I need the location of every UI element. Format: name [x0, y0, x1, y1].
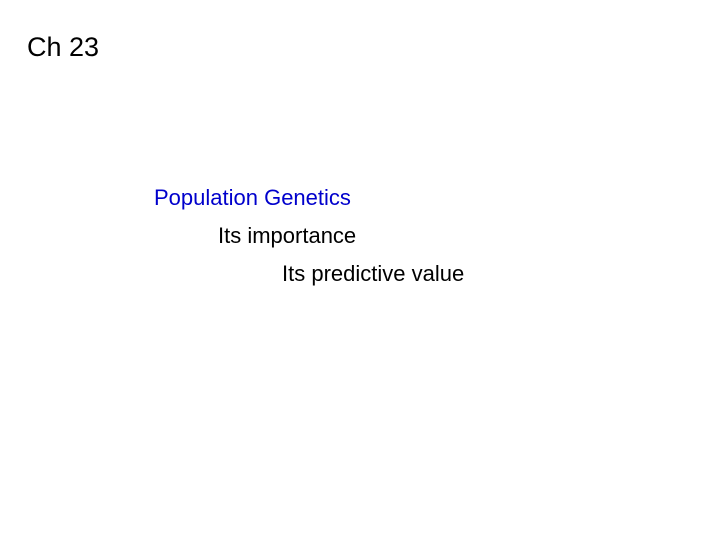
slide-title: Population Genetics: [154, 185, 351, 211]
chapter-heading: Ch 23: [27, 32, 99, 63]
slide-subline-2: Its predictive value: [282, 261, 464, 287]
slide-subline-1: Its importance: [218, 223, 356, 249]
